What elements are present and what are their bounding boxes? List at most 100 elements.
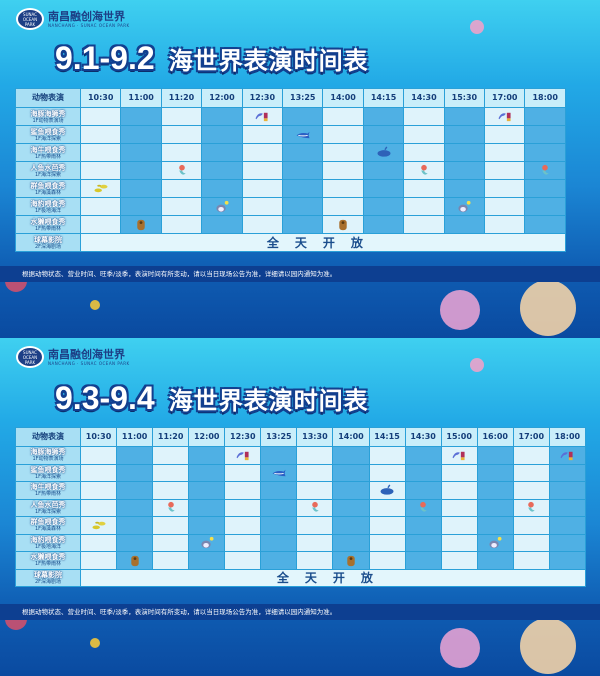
notice-text: 根据动物状态、营业时间、旺季/淡季，表演时间有所变动，请以当日现场公告为准，详细…	[0, 266, 600, 282]
show-location: 1F动物表演场	[32, 456, 64, 463]
empty-slot	[403, 179, 445, 198]
show-row: 鲨鱼喂食秀 1F海洋探索	[15, 125, 566, 144]
show-location: 1F热带雨林	[34, 225, 62, 232]
show-name: 海豚海狮秀	[30, 448, 66, 457]
empty-slot	[116, 516, 154, 535]
show-slot	[160, 161, 203, 180]
empty-slot	[120, 161, 162, 180]
time-header: 14:30	[403, 88, 445, 108]
empty-slot	[476, 516, 514, 535]
time-header: 15:30	[443, 88, 486, 108]
show-row: 海豹喂食秀 1F极地海洋	[15, 197, 566, 216]
logo-name-en: NANCHANG · SUNAC OCEAN PARK	[48, 22, 130, 28]
empty-slot	[152, 481, 190, 500]
empty-slot	[548, 463, 586, 482]
time-header: 11:20	[160, 88, 203, 108]
empty-slot	[160, 197, 203, 216]
header-label: 动物表演	[15, 427, 81, 447]
empty-slot	[241, 143, 284, 162]
show-name: 海牛喂食秀	[30, 483, 66, 492]
show-location: 1F极地海洋	[34, 543, 62, 550]
empty-slot	[224, 481, 262, 500]
show-name: 人鱼水芭秀	[30, 163, 66, 172]
decorative-sea-creature	[440, 628, 480, 668]
empty-slot	[79, 215, 122, 234]
otter-icon	[334, 554, 368, 567]
schedule-table: 动物表演 10:30 11:00 11:20 12:00 12:30 13:25 13:30 1…	[15, 427, 586, 587]
time-header: 16:00	[476, 427, 514, 447]
empty-slot	[476, 498, 514, 517]
empty-slot	[152, 533, 190, 552]
show-slot	[440, 446, 478, 465]
empty-slot	[332, 446, 370, 465]
empty-slot	[296, 551, 334, 570]
empty-slot	[79, 107, 122, 126]
show-slot	[332, 551, 370, 570]
empty-slot	[188, 446, 226, 465]
schedule-poster: SUNAC OCEAN PARK 南昌融创海世界 NANCHANG · SUNA…	[0, 338, 600, 676]
show-row: 人鱼水芭秀 1F海洋探索	[15, 498, 586, 517]
otter-icon	[118, 554, 152, 567]
empty-slot	[404, 516, 442, 535]
time-header: 10:30	[79, 427, 118, 447]
time-header: 13:25	[260, 427, 298, 447]
show-slot	[362, 143, 405, 162]
decorative-sea-creature	[520, 618, 576, 674]
show-slot	[260, 463, 298, 482]
empty-slot	[201, 125, 243, 144]
logo-name: 南昌融创海世界	[48, 347, 125, 361]
shark-icon	[284, 128, 322, 141]
empty-slot	[368, 551, 406, 570]
show-slot	[120, 215, 162, 234]
empty-slot	[443, 143, 486, 162]
empty-slot	[260, 481, 298, 500]
empty-slot	[440, 516, 478, 535]
show-slot	[201, 197, 243, 216]
show-label: 海豚海狮秀 1F动物表演场	[15, 446, 81, 465]
empty-slot	[484, 143, 526, 162]
empty-slot	[201, 161, 243, 180]
empty-slot	[362, 125, 405, 144]
show-label: 球幕影院 2F深海剧场	[15, 568, 81, 587]
show-row: 海牛喂食秀 1F热带雨林	[15, 143, 566, 162]
show-slot	[512, 498, 550, 517]
empty-slot	[440, 481, 478, 500]
empty-slot	[404, 533, 442, 552]
time-header: 18:00	[548, 427, 586, 447]
empty-slot	[224, 551, 262, 570]
show-name: 水獭喂食秀	[30, 553, 66, 562]
empty-slot	[260, 446, 298, 465]
empty-slot	[282, 143, 324, 162]
empty-slot	[116, 463, 154, 482]
empty-slot	[476, 481, 514, 500]
empty-slot	[241, 215, 284, 234]
fish-school-icon	[82, 182, 120, 195]
park-logo: SUNAC OCEAN PARK 南昌融创海世界 NANCHANG · SUNA…	[16, 346, 130, 368]
decorative-sea-creature	[470, 20, 484, 34]
show-slot	[443, 197, 486, 216]
empty-slot	[201, 107, 243, 126]
time-header: 18:00	[524, 88, 566, 108]
show-slot	[116, 551, 154, 570]
show-row: 海豹喂食秀 1F极地海洋	[15, 533, 586, 552]
show-name: 球幕影院	[34, 235, 62, 244]
empty-slot	[120, 125, 162, 144]
time-header: 12:00	[188, 427, 226, 447]
mermaid-icon	[154, 501, 188, 514]
empty-slot	[296, 463, 334, 482]
empty-slot	[282, 179, 324, 198]
show-slot	[484, 107, 526, 126]
show-name: 群鱼喂食秀	[30, 181, 66, 190]
empty-slot	[296, 481, 334, 500]
empty-slot	[368, 498, 406, 517]
show-location: 1F海藻森林	[34, 526, 62, 533]
time-header: 11:20	[152, 427, 190, 447]
show-row: 海豚海狮秀 1F动物表演场	[15, 446, 586, 465]
empty-slot	[362, 197, 405, 216]
show-label: 海豹喂食秀 1F极地海洋	[15, 197, 81, 216]
show-slot	[403, 161, 445, 180]
time-header: 12:00	[201, 88, 243, 108]
dolphin-sealion-icon	[243, 110, 281, 123]
show-label: 鲨鱼喂食秀 1F海洋探索	[15, 463, 81, 482]
otter-icon	[324, 218, 362, 231]
